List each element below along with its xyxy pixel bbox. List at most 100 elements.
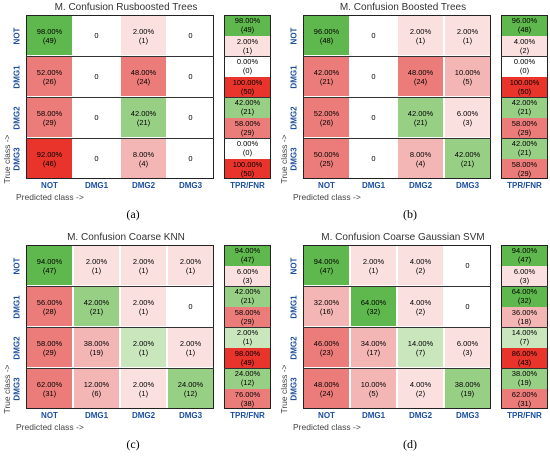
side-separator xyxy=(501,368,548,369)
side-separator xyxy=(224,56,271,57)
matrix-cell: 2.00% (1) xyxy=(120,368,167,409)
cell-count: (29) xyxy=(42,347,57,357)
matrix-cell: 62.00% (31) xyxy=(26,368,73,409)
fnr-cell: 58.00% (29) xyxy=(501,158,548,179)
cell-count: (2) xyxy=(415,265,426,275)
cell-count: (5) xyxy=(462,76,473,86)
fnr-cell: 62.00% (31) xyxy=(501,388,548,409)
cell-count: (17) xyxy=(366,347,381,357)
row-separator xyxy=(303,56,491,57)
cell-percent: 6.00% xyxy=(456,108,479,118)
row-label: NOT xyxy=(289,257,299,274)
x-axis-label: Predicted class -> xyxy=(16,192,84,202)
cell-percent: 42.00% xyxy=(83,297,110,307)
cell-percent: 2.00% xyxy=(179,256,202,266)
cell-percent: 0 xyxy=(188,302,193,311)
cell-percent: 50.00% xyxy=(313,149,340,159)
panel-title: M. Confusion Boosted Trees xyxy=(339,2,467,13)
column-label: DMG3 xyxy=(178,411,203,420)
tpr-cell: 0.00% (0) xyxy=(501,56,548,77)
fnr-cell: 58.00% (29) xyxy=(501,117,548,138)
side-percent: 6.00% xyxy=(236,266,259,276)
matrix-cell: 38.00% (19) xyxy=(73,327,120,368)
row-separator xyxy=(303,97,491,98)
cell-count: (1) xyxy=(368,265,379,275)
fnr-cell: 58.00% (29) xyxy=(224,117,271,138)
side-percent: 58.00% xyxy=(234,307,261,317)
cell-percent: 10.00% xyxy=(360,379,387,389)
panel-caption: (c) xyxy=(126,437,140,451)
side-percent: 6.00% xyxy=(513,266,536,276)
cell-percent: 0 xyxy=(94,31,99,40)
cell-percent: 42.00% xyxy=(454,149,481,159)
tpr-cell: 38.00% (19) xyxy=(501,368,548,389)
tpr-cell: 42.00% (21) xyxy=(501,97,548,118)
cell-percent: 98.00% xyxy=(36,26,63,36)
matrix-cell: 58.00% (29) xyxy=(26,97,73,138)
matrix-cell: 2.00% (1) xyxy=(397,15,444,56)
column-label: NOT xyxy=(41,181,58,190)
cell-percent: 38.00% xyxy=(454,379,481,389)
side-percent: 98.00% xyxy=(234,16,261,26)
matrix-cell: 2.00% (1) xyxy=(120,245,167,286)
tpr-fnr-header: TPR/FNR xyxy=(507,411,542,420)
column-label: DMG1 xyxy=(84,181,109,190)
matrix-cell: 0 xyxy=(350,15,397,56)
cell-percent: 0 xyxy=(94,72,99,81)
row-label: DMG1 xyxy=(289,294,299,319)
cell-count: (1) xyxy=(138,265,149,275)
side-count: (48) xyxy=(517,25,532,35)
side-count: (32) xyxy=(517,296,532,306)
column-label: NOT xyxy=(318,181,335,190)
matrix-cell: 2.00% (1) xyxy=(167,327,214,368)
cell-percent: 0 xyxy=(188,31,193,40)
cell-percent: 0 xyxy=(371,154,376,163)
side-percent: 100.00% xyxy=(232,77,263,87)
cell-percent: 2.00% xyxy=(85,256,108,266)
row-separator xyxy=(303,327,491,328)
cell-percent: 0 xyxy=(371,113,376,122)
matrix-cell: 0 xyxy=(444,245,491,286)
side-percent: 64.00% xyxy=(511,287,538,297)
cell-percent: 42.00% xyxy=(130,108,157,118)
column-label: DMG2 xyxy=(408,181,433,190)
side-percent: 98.00% xyxy=(234,348,261,358)
cell-count: (1) xyxy=(462,35,473,45)
cell-count: (21) xyxy=(136,117,151,127)
side-count: (50) xyxy=(517,86,532,96)
cell-percent: 52.00% xyxy=(313,108,340,118)
cell-percent: 34.00% xyxy=(360,338,387,348)
matrix-cell: 0 xyxy=(350,56,397,97)
cell-percent: 38.00% xyxy=(83,338,110,348)
row-separator xyxy=(26,368,214,369)
matrix-cell: 92.00% (46) xyxy=(26,138,73,179)
fnr-cell: 98.00% (49) xyxy=(224,347,271,368)
cell-count: (19) xyxy=(460,388,475,398)
fnr-cell: 100.00% (50) xyxy=(224,158,271,179)
row-separator xyxy=(26,138,214,139)
cell-count: (21) xyxy=(89,306,104,316)
row-label: DMG2 xyxy=(12,105,22,130)
side-separator xyxy=(224,286,271,287)
cell-percent: 8.00% xyxy=(132,149,155,159)
side-count: (2) xyxy=(519,45,530,55)
tpr-fnr-header: TPR/FNR xyxy=(230,411,265,420)
cell-count: (1) xyxy=(138,306,149,316)
matrix-cell: 48.00% (24) xyxy=(120,56,167,97)
side-count: (29) xyxy=(240,127,255,137)
fnr-cell: 58.00% (29) xyxy=(224,306,271,327)
side-count: (21) xyxy=(517,107,532,117)
matrix-cell: 42.00% (21) xyxy=(303,56,350,97)
tpr-fnr-header: TPR/FNR xyxy=(230,181,265,190)
cell-percent: 0 xyxy=(371,31,376,40)
matrix-cell: 6.00% (3) xyxy=(444,97,491,138)
side-count: (21) xyxy=(240,296,255,306)
cell-percent: 62.00% xyxy=(36,379,63,389)
cell-percent: 2.00% xyxy=(132,26,155,36)
matrix-cell: 2.00% (1) xyxy=(350,245,397,286)
side-percent: 2.00% xyxy=(236,36,259,46)
side-percent: 2.00% xyxy=(236,328,259,338)
cell-percent: 24.00% xyxy=(177,379,204,389)
matrix-cell: 0 xyxy=(73,56,120,97)
tpr-cell: 0.00% (0) xyxy=(224,56,271,77)
